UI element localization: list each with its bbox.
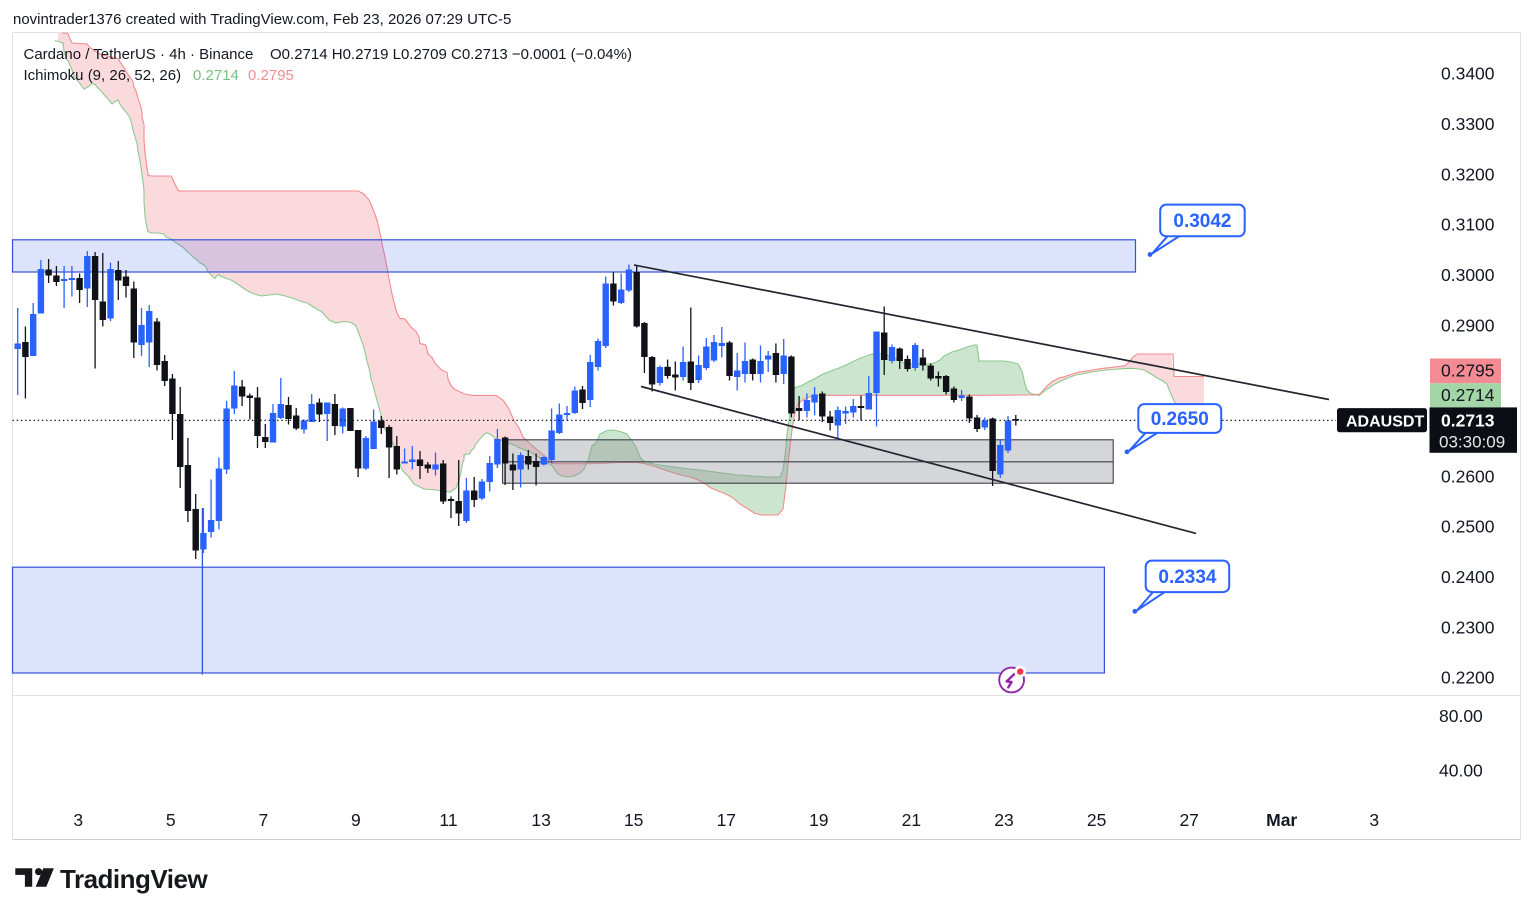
svg-text:9: 9 (351, 810, 361, 830)
svg-text:0.3100: 0.3100 (1441, 215, 1495, 235)
svg-text:3: 3 (73, 810, 83, 830)
svg-text:5: 5 (166, 810, 176, 830)
svg-text:Cardano / TetherUS · 4h · Bina: Cardano / TetherUS · 4h · Binance O0.271… (24, 46, 632, 63)
svg-text:3: 3 (1369, 810, 1379, 830)
svg-text:7: 7 (259, 810, 269, 830)
svg-text:17: 17 (717, 810, 736, 830)
svg-text:0.2713: 0.2713 (1441, 410, 1495, 430)
svg-text:11: 11 (439, 810, 457, 830)
svg-text:0.3300: 0.3300 (1441, 114, 1495, 134)
svg-text:40.00: 40.00 (1439, 760, 1483, 780)
svg-text:0.2795: 0.2795 (248, 67, 294, 84)
svg-text:0.2714: 0.2714 (1441, 385, 1495, 405)
svg-text:0.2200: 0.2200 (1441, 668, 1495, 688)
svg-text:ADAUSDT: ADAUSDT (1346, 413, 1424, 430)
svg-text:21: 21 (902, 810, 921, 830)
svg-text:0.3042: 0.3042 (1173, 211, 1231, 232)
svg-text:23: 23 (994, 810, 1013, 830)
svg-text:0.3000: 0.3000 (1441, 265, 1495, 285)
svg-text:0.2334: 0.2334 (1158, 567, 1217, 588)
svg-text:0.2500: 0.2500 (1441, 517, 1495, 537)
svg-text:03:30:09: 03:30:09 (1439, 433, 1505, 452)
svg-text:15: 15 (624, 810, 643, 830)
svg-text:TradingView: TradingView (60, 864, 208, 894)
svg-text:19: 19 (809, 810, 828, 830)
svg-text:novintrader1376 created with T: novintrader1376 created with TradingView… (13, 11, 511, 28)
svg-text:0.2795: 0.2795 (1441, 361, 1495, 381)
svg-text:0.2400: 0.2400 (1441, 567, 1495, 587)
svg-text:0.2900: 0.2900 (1441, 315, 1495, 335)
svg-text:27: 27 (1179, 810, 1198, 830)
svg-text:13: 13 (531, 810, 550, 830)
svg-text:0.2714: 0.2714 (193, 67, 239, 84)
svg-text:0.3400: 0.3400 (1441, 64, 1495, 84)
svg-text:0.2300: 0.2300 (1441, 617, 1495, 637)
svg-text:25: 25 (1087, 810, 1106, 830)
svg-text:80.00: 80.00 (1439, 706, 1483, 726)
svg-text:Ichimoku (9, 26, 52, 26): Ichimoku (9, 26, 52, 26) (24, 67, 182, 84)
svg-text:0.2600: 0.2600 (1441, 466, 1495, 486)
svg-text:Mar: Mar (1266, 810, 1297, 830)
svg-text:0.3200: 0.3200 (1441, 164, 1495, 184)
svg-text:0.2650: 0.2650 (1151, 409, 1209, 430)
